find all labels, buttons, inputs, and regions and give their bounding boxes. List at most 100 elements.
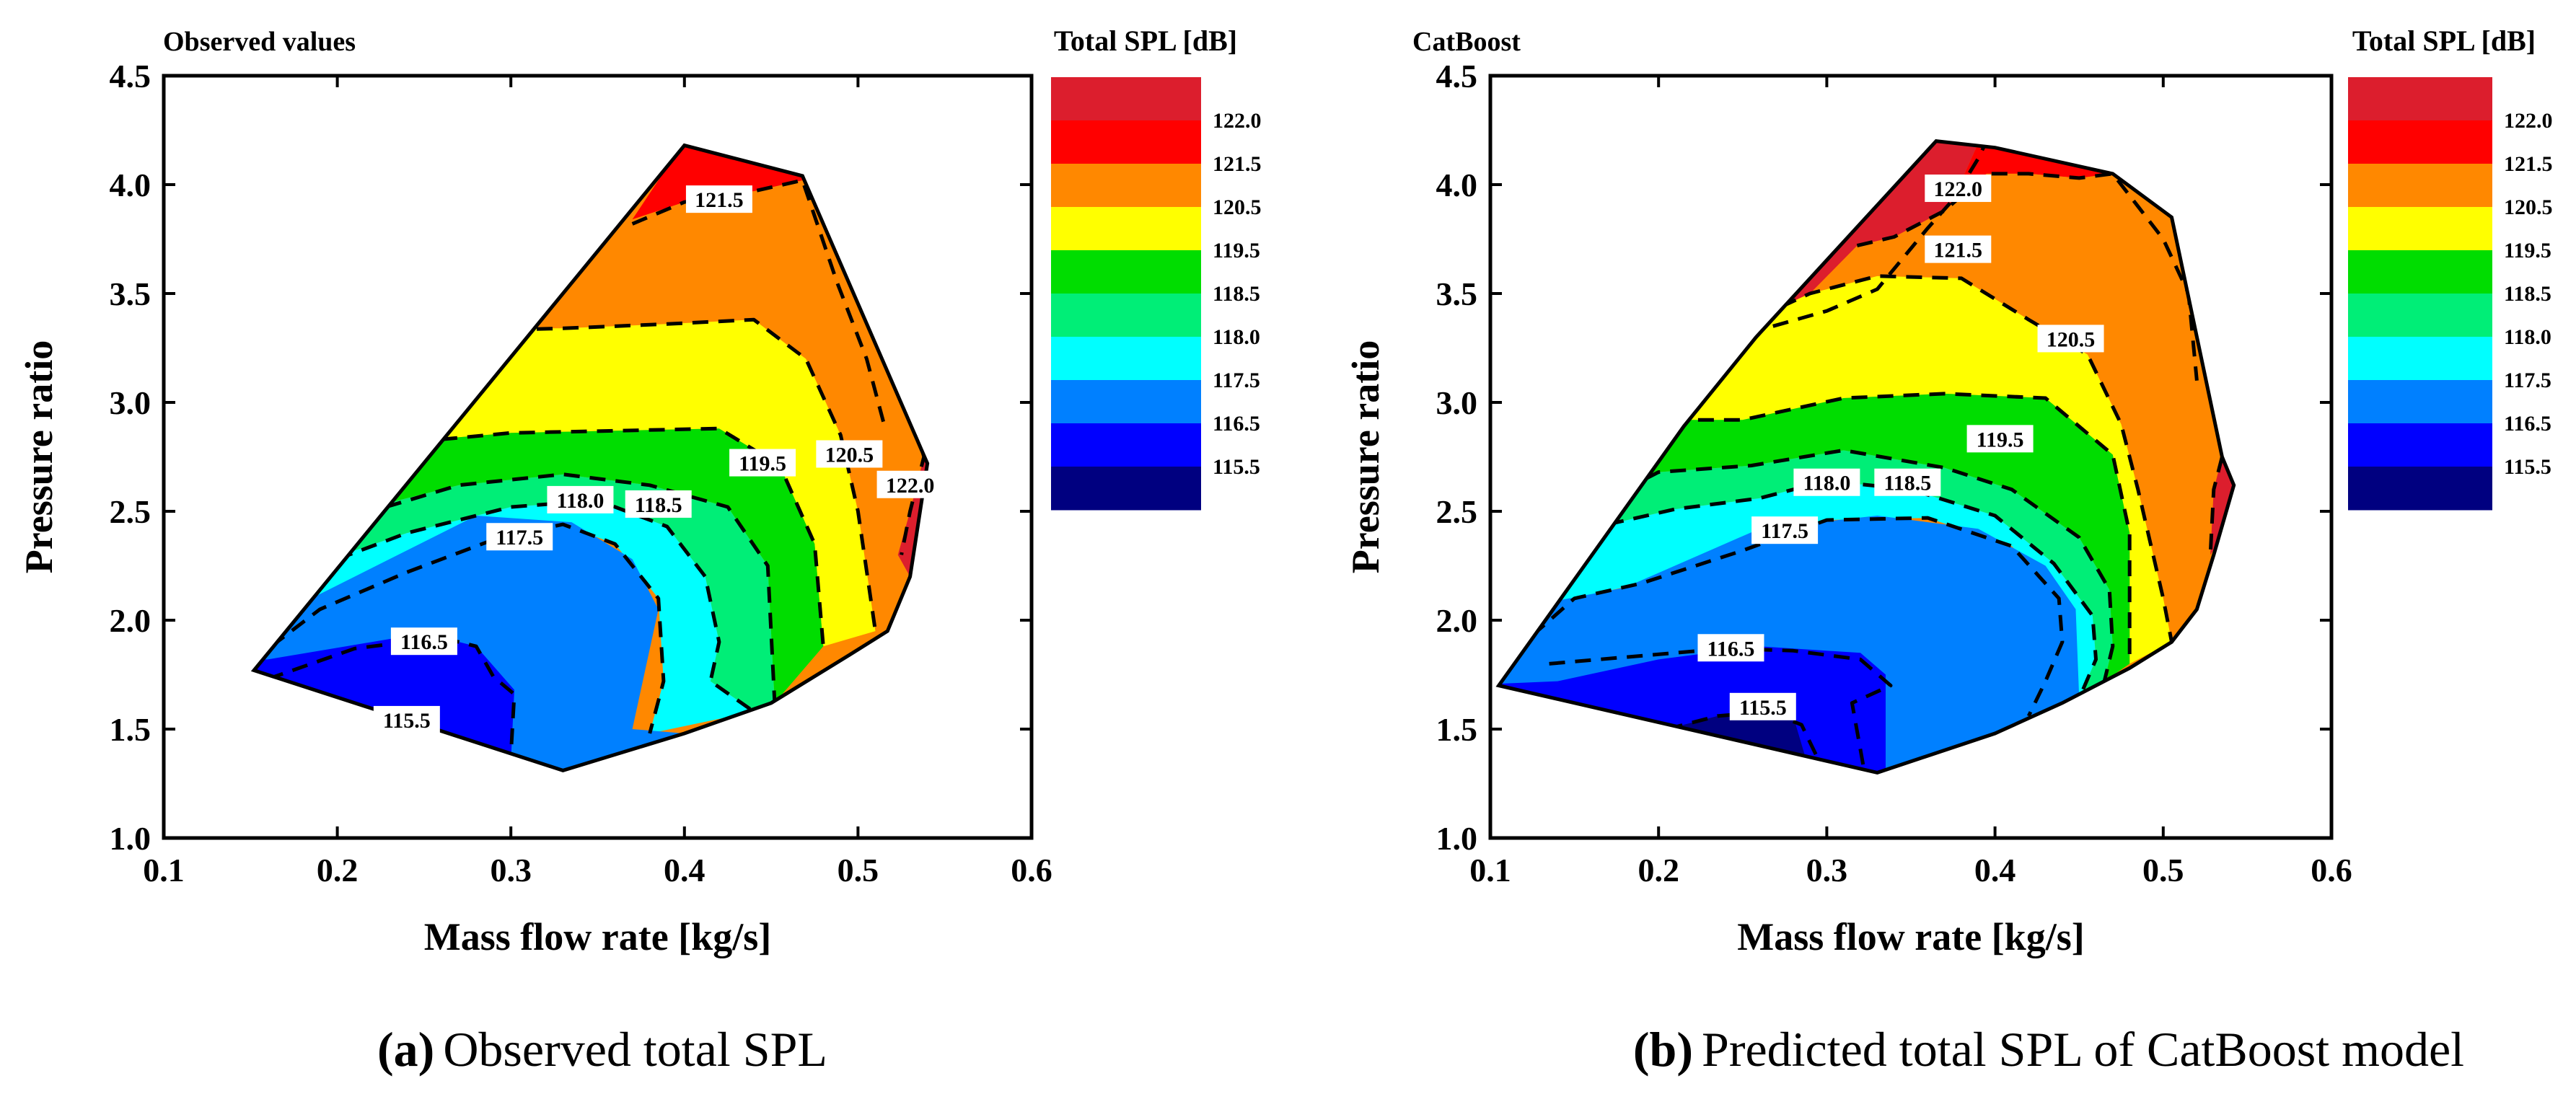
contour-label: 117.5: [496, 526, 543, 550]
y-axis-label-b: Pressure ratio: [1344, 340, 1387, 573]
caption-a: (a) Observed total SPL: [377, 1022, 827, 1077]
contour-line: [1772, 141, 1989, 328]
caption-text-a: Observed total SPL: [443, 1022, 827, 1077]
contour-line: [2208, 456, 2224, 555]
y-tick-label: 4.0: [110, 167, 151, 203]
operating-region-boundary-a: [250, 143, 930, 773]
contour-label: 118.0: [557, 489, 605, 513]
legend-level-label: 122.0: [1213, 109, 1262, 133]
legend-level-label: 115.5: [2504, 455, 2551, 479]
y-tick-label: 1.0: [1436, 820, 1478, 857]
contour-label-bg: [390, 627, 457, 656]
contour-labels-b: 122.0 121.5 120.5 119.5 118.0 118.5 117.5 116.5…: [1697, 175, 2104, 720]
contour-band: [897, 358, 928, 577]
legend-swatch: [2348, 207, 2492, 251]
contour-label-bg: [729, 449, 796, 477]
legend-swatch: [2348, 380, 2492, 424]
contour-line: [1531, 516, 2065, 717]
legend-swatch: [1051, 207, 1201, 251]
contour-label: 118.5: [635, 493, 682, 517]
contour-label: 121.5: [1934, 239, 1983, 263]
x-tick-label: 0.1: [143, 852, 185, 888]
x-tick-label: 0.5: [838, 852, 879, 888]
contour-lines-a: [267, 178, 926, 756]
legend-level-label: 121.5: [2504, 152, 2553, 176]
x-tick-label: 0.3: [1806, 852, 1848, 888]
y-tick-label: 2.5: [1436, 493, 1478, 530]
legend-swatch: [1051, 250, 1201, 294]
caption-text-b: Predicted total SPL of CatBoost model: [1702, 1022, 2464, 1077]
legend-swatch: [2348, 423, 2492, 467]
contour-line: [631, 178, 886, 425]
y-tick-label: 1.5: [1436, 711, 1478, 748]
contour-line: [1607, 479, 2098, 700]
legend-swatch: [1051, 423, 1201, 467]
contour-label-bg: [1874, 468, 1941, 496]
contour-line: [385, 472, 777, 703]
x-axis-label-b: Mass flow rate [kg/s]: [1737, 915, 2084, 958]
x-tick-label: 0.5: [2142, 852, 2184, 888]
contour-band: [1671, 173, 2223, 643]
axis-ticks-a: 0.1 0.2 0.3 0.4 0.5 0.6 1.0 1.5 2.0 2.5 3.0 3.5 4.0 4…: [110, 58, 1052, 888]
legend-swatch: [1051, 164, 1201, 208]
panel-b: 122.0 121.5 120.5 119.5 118.0 118.5 117.5 116.5…: [1344, 25, 2553, 1077]
legend-level-label: 122.0: [2504, 109, 2553, 133]
legend-level-label: 121.5: [1213, 152, 1262, 176]
y-tick-label: 3.5: [110, 275, 151, 312]
contour-band: [1524, 480, 2096, 716]
x-tick-label: 0.1: [1469, 852, 1511, 888]
contour-label: 115.5: [383, 709, 431, 733]
contour-line: [1671, 392, 2132, 664]
x-tick-label: 0.6: [2311, 852, 2352, 888]
legend-swatch: [2348, 120, 2492, 164]
legend-title-b: Total SPL [dB]: [2352, 25, 2536, 57]
y-tick-label: 2.5: [110, 493, 151, 530]
contour-band: [372, 428, 824, 703]
legend-level-label: 117.5: [2504, 369, 2551, 392]
legend-swatch: [1051, 337, 1201, 381]
legend-level-label: 116.5: [2504, 412, 2551, 436]
legend-level-label: 116.5: [1213, 412, 1260, 436]
plot-frame-b: [1488, 74, 2334, 840]
contour-band: [476, 180, 893, 632]
contour-label-bg: [1793, 468, 1860, 496]
plot-frame-a: [162, 74, 1034, 840]
contour-band: [632, 145, 806, 220]
legend-level-label: 119.5: [1213, 239, 1260, 263]
y-tick-label: 1.5: [110, 711, 151, 748]
legend-swatch: [1051, 294, 1201, 338]
x-tick-label: 0.6: [1011, 852, 1052, 888]
contour-label: 121.5: [695, 188, 744, 212]
contour-label-bg: [1925, 175, 1992, 203]
axis-ticks-b: 0.1 0.2 0.3 0.4 0.5 0.6 1.0 1.5 2.0 2.5 3.0 3.5 4.0 4…: [1436, 58, 2352, 888]
legend-level-label: 118.0: [1213, 325, 1260, 349]
panel-title-b: CatBoost: [1412, 27, 1521, 57]
contour-fills-b: [1498, 141, 2234, 773]
contour-label-bg: [1697, 634, 1764, 662]
y-tick-label: 1.0: [110, 820, 151, 857]
panel-title-a: Observed values: [163, 27, 356, 57]
contour-label: 120.5: [2047, 327, 2096, 351]
legend-swatch: [1051, 467, 1201, 511]
legend-level-label: 115.5: [1213, 455, 1260, 479]
contour-fills-a: [254, 145, 928, 771]
colorbar-legend-b: 122.0 121.5 120.5 119.5 118.5 118.0 117.5 116.5…: [2348, 77, 2553, 511]
contour-label-bg: [625, 490, 692, 518]
contour-label: 116.5: [1707, 637, 1755, 661]
legend-level-label: 120.5: [2504, 195, 2553, 219]
contour-label-bg: [1729, 692, 1796, 720]
legend-swatch: [2348, 164, 2492, 208]
y-tick-label: 3.5: [1436, 275, 1478, 312]
contour-line: [267, 635, 516, 756]
contour-label: 118.0: [1803, 472, 1850, 495]
contour-band: [1599, 275, 2172, 664]
colorbar-legend-a: 122.0 121.5 120.5 119.5 118.5 118.0 117.5 116.5…: [1051, 77, 1262, 511]
contour-label-bg: [1966, 425, 2034, 453]
legend-swatch: [2348, 337, 2492, 381]
contour-labels-a: 121.5 122.0 120.5 119.5 118.0 118.5 117.5 116.5…: [373, 185, 944, 733]
y-tick-label: 4.5: [110, 58, 151, 94]
contour-line: [1666, 710, 1820, 761]
contour-line: [270, 522, 666, 734]
contour-label-bg: [685, 185, 752, 213]
